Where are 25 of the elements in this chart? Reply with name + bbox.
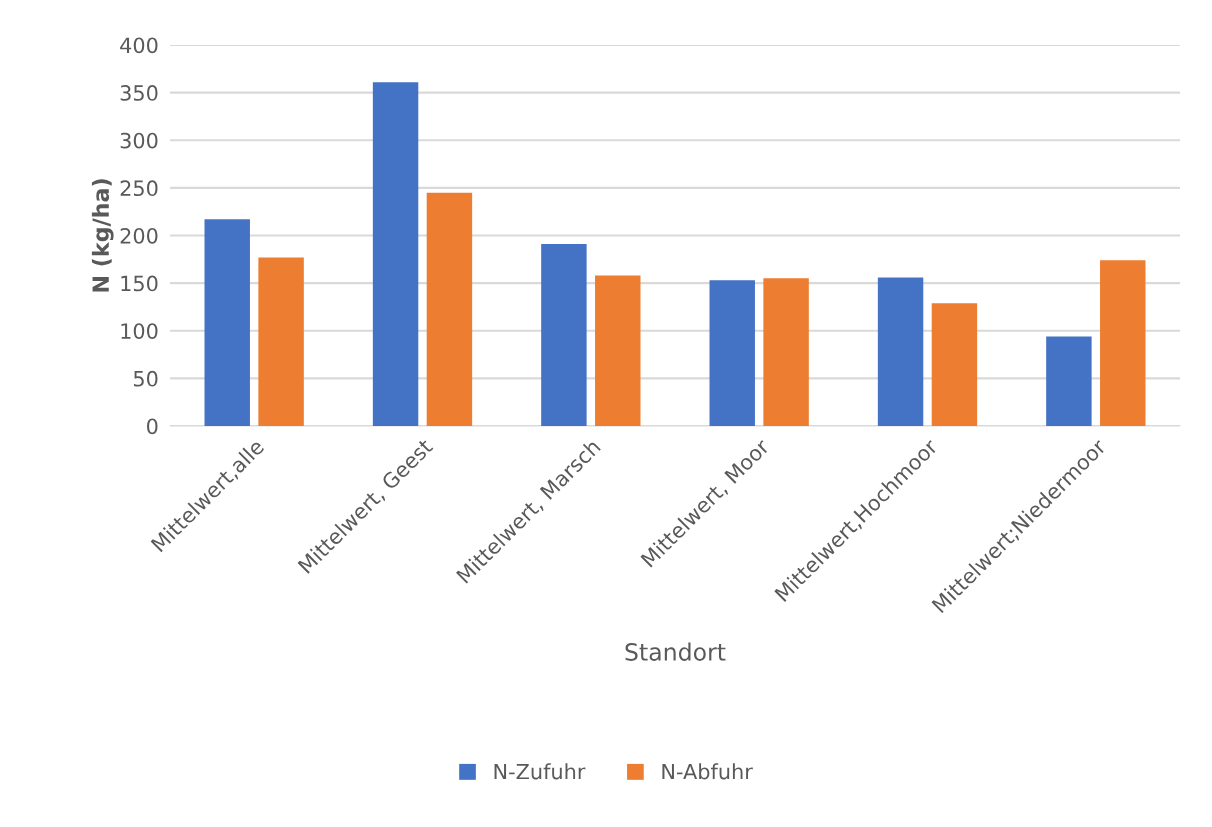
legend-label: N-Abfuhr bbox=[662, 763, 753, 780]
bar bbox=[1100, 260, 1146, 426]
legend-label: N-Zufuhr bbox=[494, 763, 586, 780]
y-tick-label: 0 bbox=[147, 418, 158, 435]
y-tick-label: 350 bbox=[120, 85, 158, 101]
bar bbox=[877, 277, 924, 426]
bar bbox=[541, 244, 587, 426]
bar bbox=[1046, 336, 1092, 426]
bar bbox=[258, 257, 304, 426]
bar bbox=[763, 278, 809, 426]
bar bbox=[372, 82, 419, 426]
bar bbox=[931, 303, 978, 426]
y-tick-label: 400 bbox=[120, 37, 158, 54]
y-tick-label: 150 bbox=[121, 275, 158, 292]
y-tick-label: 250 bbox=[120, 180, 158, 197]
y-tick-label: 50 bbox=[133, 370, 158, 387]
bar bbox=[204, 219, 250, 426]
y-tick-label: 200 bbox=[120, 227, 158, 244]
bar bbox=[426, 192, 473, 426]
bar bbox=[595, 275, 641, 426]
y-tick-label: 300 bbox=[120, 132, 158, 149]
y-axis-title: N (kg/ha) bbox=[91, 179, 114, 292]
x-axis-title: Standort bbox=[625, 642, 726, 661]
y-tick-label: 100 bbox=[121, 323, 158, 339]
bar bbox=[709, 280, 755, 426]
